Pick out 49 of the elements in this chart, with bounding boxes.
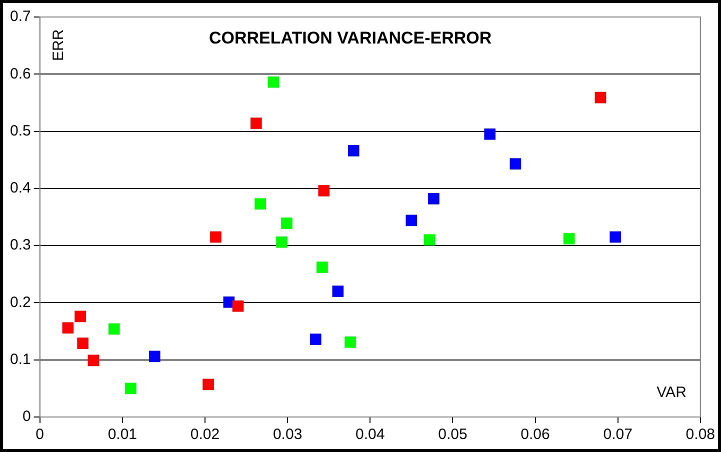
x-tick-label: 0.01 bbox=[108, 426, 138, 444]
x-tick-label: 0.04 bbox=[356, 426, 385, 444]
y-tick-label: 0 bbox=[22, 408, 31, 426]
point bbox=[210, 231, 222, 243]
point bbox=[88, 354, 100, 366]
point bbox=[77, 338, 88, 349]
point bbox=[232, 300, 244, 312]
point bbox=[332, 286, 344, 297]
point bbox=[276, 236, 288, 248]
point bbox=[316, 262, 328, 273]
x-axis-title: VAR bbox=[656, 384, 687, 402]
point bbox=[250, 118, 262, 129]
point bbox=[348, 145, 360, 156]
point bbox=[268, 76, 280, 88]
point bbox=[563, 233, 575, 244]
point bbox=[148, 350, 160, 362]
point bbox=[74, 310, 86, 322]
x-tick-label: 0 bbox=[36, 426, 44, 444]
y-axis-title: ERR bbox=[50, 29, 67, 61]
y-tick-label: 0.7 bbox=[10, 8, 31, 26]
point bbox=[424, 234, 436, 246]
point bbox=[428, 193, 440, 204]
y-tick-label: 0.6 bbox=[10, 65, 31, 82]
x-tick-label: 0.06 bbox=[520, 426, 550, 444]
y-tick-label: 0.4 bbox=[10, 180, 31, 197]
point bbox=[610, 231, 622, 243]
point bbox=[202, 378, 214, 390]
y-tick-label: 0.1 bbox=[10, 351, 31, 368]
point bbox=[310, 334, 322, 345]
x-tick-label: 0.02 bbox=[190, 426, 220, 444]
point bbox=[510, 158, 522, 170]
point bbox=[281, 218, 292, 229]
text: CORRELATION VARIANCE-ERROR bbox=[208, 28, 492, 48]
point bbox=[125, 382, 136, 394]
y-tick-label: 0.3 bbox=[10, 236, 31, 254]
x-tick-label: 0.03 bbox=[272, 426, 302, 444]
point bbox=[594, 92, 606, 104]
point bbox=[344, 336, 356, 348]
point bbox=[406, 214, 418, 226]
x-tick-label: 0.08 bbox=[686, 426, 716, 444]
y-tick-label: 0.2 bbox=[10, 294, 31, 311]
point bbox=[318, 185, 330, 196]
x-tick-label: 0.07 bbox=[603, 426, 632, 444]
y-tick-label: 0.5 bbox=[10, 122, 31, 140]
x-tick-label: 0.05 bbox=[438, 426, 468, 444]
point bbox=[108, 323, 120, 335]
point bbox=[484, 128, 496, 140]
point bbox=[254, 198, 266, 210]
point bbox=[62, 322, 74, 334]
